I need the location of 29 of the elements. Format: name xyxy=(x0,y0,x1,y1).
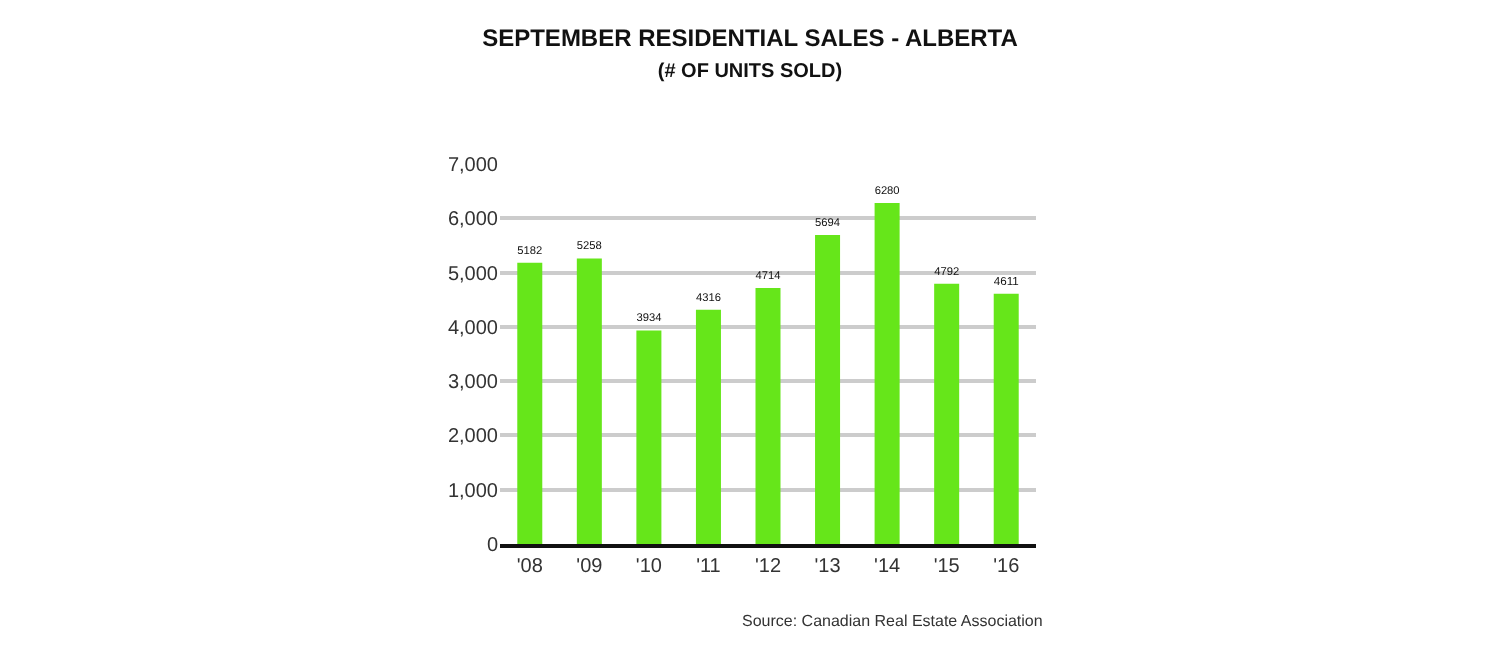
x-tick-label: '13 xyxy=(814,555,842,578)
x-tick-label: '15 xyxy=(933,555,961,578)
bar xyxy=(815,234,841,544)
bar xyxy=(695,309,721,544)
bar xyxy=(576,258,602,544)
y-tick-label: 1,000 xyxy=(447,480,499,503)
y-tick-label: 3,000 xyxy=(447,372,499,395)
bar xyxy=(993,293,1019,544)
source-note: Source: Canadian Real Estate Association xyxy=(742,612,1043,630)
bar xyxy=(755,288,781,544)
x-tick-label: '10 xyxy=(635,555,663,578)
x-tick-label: '14 xyxy=(874,555,902,578)
x-tick-label: '11 xyxy=(696,555,722,578)
x-tick-label: '08 xyxy=(516,555,544,578)
bar xyxy=(874,203,900,544)
y-tick-label: 0 xyxy=(486,535,499,557)
chart-title: SEPTEMBER RESIDENTIAL SALES - ALBERTA xyxy=(482,24,1019,53)
bar xyxy=(636,330,662,544)
x-tick-label: '16 xyxy=(993,555,1021,578)
bar xyxy=(934,283,960,544)
x-tick-label: '09 xyxy=(576,555,604,578)
y-tick-label: 4,000 xyxy=(447,317,499,340)
bar xyxy=(517,262,543,544)
y-tick-label: 7,000 xyxy=(447,155,499,177)
x-tick-label: '12 xyxy=(754,555,782,578)
y-tick-label: 2,000 xyxy=(447,426,499,449)
y-tick-label: 6,000 xyxy=(447,209,499,232)
chart-subtitle: (# OF UNITS SOLD) xyxy=(657,61,843,84)
y-tick-label: 5,000 xyxy=(447,263,499,286)
